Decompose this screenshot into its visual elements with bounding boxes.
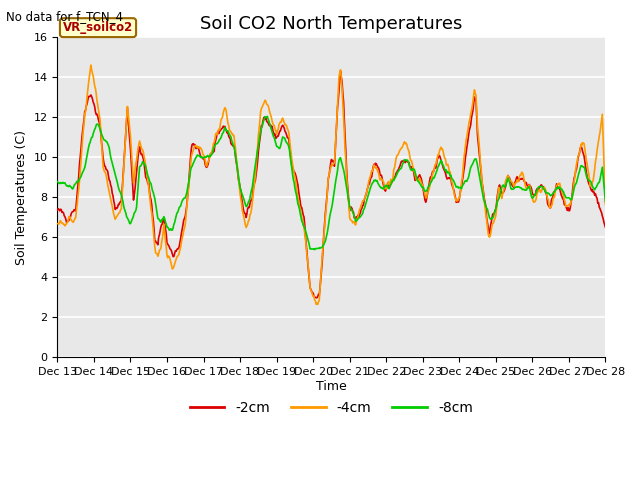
Y-axis label: Soil Temperatures (C): Soil Temperatures (C): [15, 130, 28, 264]
Title: Soil CO2 North Temperatures: Soil CO2 North Temperatures: [200, 15, 463, 33]
X-axis label: Time: Time: [316, 380, 347, 393]
Text: VR_soilco2: VR_soilco2: [63, 21, 133, 34]
Legend: -2cm, -4cm, -8cm: -2cm, -4cm, -8cm: [184, 396, 479, 420]
Text: No data for f_TCN_4: No data for f_TCN_4: [6, 10, 124, 23]
